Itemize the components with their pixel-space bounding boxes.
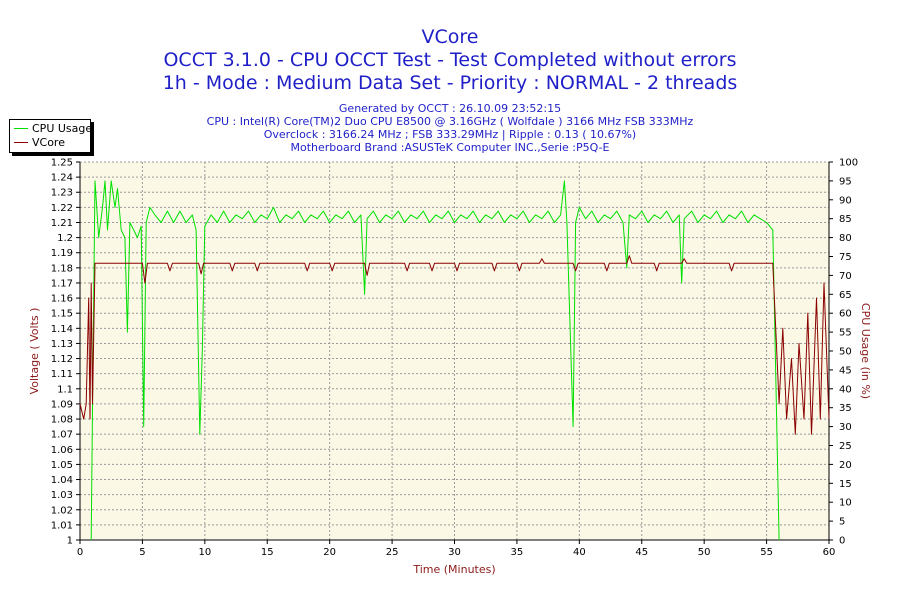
overclock-info: Overclock : 3166.24 MHz ; FSB 333.29MHz …: [263, 128, 637, 141]
legend-swatch-cpu-usage: [14, 127, 28, 129]
series-layer: [79, 180, 830, 541]
series-line-cpu-usage: [90, 180, 780, 541]
x-tick-label: 55: [760, 547, 773, 558]
y2-tick-label: 40: [839, 384, 852, 395]
y-tick-label: 1.18: [51, 263, 73, 274]
y-tick-label: 1.23: [51, 188, 73, 199]
y-tick-label: 1.15: [51, 309, 73, 320]
y-tick-label: 1.16: [51, 294, 73, 305]
y-tick-label: 1.21: [51, 218, 73, 229]
y2-tick-label: 100: [839, 158, 858, 169]
axes: [76, 161, 833, 544]
chart-subtitle-line-1: OCCT 3.1.0 - CPU OCCT Test - Test Comple…: [163, 49, 737, 71]
y2-tick-label: 75: [839, 252, 852, 263]
grid-lines: [80, 161, 829, 540]
y2-tick-label: 55: [839, 328, 852, 339]
legend-item-vcore: VCore: [14, 136, 65, 150]
y-tick-label: 1.19: [51, 248, 73, 259]
x-axis-title: Time (Minutes): [412, 563, 495, 576]
x-tick-label: 30: [448, 547, 461, 558]
x-tick-label: 45: [635, 547, 648, 558]
y-tick-label: 1.09: [51, 399, 73, 410]
y2-axis-title: CPU Usage (in %): [859, 303, 872, 399]
x-tick-label: 60: [823, 547, 836, 558]
y-tick-label: 1.02: [51, 505, 73, 516]
y-tick-label: 1.05: [51, 460, 73, 471]
x-tick-label: 40: [573, 547, 586, 558]
motherboard-info: Motherboard Brand :ASUSTeK Computer INC.…: [290, 141, 610, 154]
x-tick-label: 25: [386, 547, 399, 558]
y-tick-label: 1.07: [51, 430, 73, 441]
chart-legend: CPU Usage VCore: [9, 119, 92, 153]
y-tick-label: 1.2: [57, 233, 73, 244]
x-tick-label: 20: [323, 547, 336, 558]
y2-tick-label: 30: [839, 422, 852, 433]
legend-item-cpu-usage: CPU Usage: [14, 122, 92, 136]
y2-tick-label: 15: [839, 479, 852, 490]
y2-tick-label: 60: [839, 309, 852, 320]
y-tick-label: 1.17: [51, 278, 73, 289]
cpu-info: CPU : Intel(R) Core(TM)2 Duo CPU E8500 @…: [206, 115, 694, 128]
y-tick-label: 1.22: [51, 203, 73, 214]
x-tick-label: 35: [511, 547, 524, 558]
y2-tick-label: 5: [839, 517, 845, 528]
y2-tick-label: 65: [839, 290, 852, 301]
y2-tick-label: 35: [839, 403, 852, 414]
x-tick-label: 50: [698, 547, 711, 558]
x-tick-label: 5: [139, 547, 145, 558]
chart-subtitle-line-2: 1h - Mode : Medium Data Set - Priority :…: [162, 72, 738, 94]
y-tick-label: 1.06: [51, 445, 73, 456]
generated-info: Generated by OCCT : 26.10.09 23:52:15: [338, 102, 562, 115]
y2-tick-label: 80: [839, 233, 852, 244]
legend-label-cpu-usage: CPU Usage: [32, 122, 93, 135]
series-line-vcore: [79, 255, 830, 435]
chart-title: VCore: [421, 26, 479, 48]
y2-tick-label: 20: [839, 460, 852, 471]
x-tick-label: 0: [77, 547, 83, 558]
y-tick-label: 1.25: [51, 158, 73, 169]
y2-tick-label: 25: [839, 441, 852, 452]
y2-tick-label: 0: [839, 536, 845, 547]
y2-tick-label: 90: [839, 195, 852, 206]
y2-tick-label: 70: [839, 271, 852, 282]
y2-tick-label: 85: [839, 214, 852, 225]
x-tick-label: 10: [198, 547, 211, 558]
y-tick-label: 1.01: [51, 520, 73, 531]
y-tick-label: 1.04: [51, 475, 73, 486]
y-tick-label: 1.03: [51, 490, 73, 501]
legend-swatch-vcore: [14, 141, 28, 143]
y-axis-title: Voltage ( Volts ): [28, 308, 41, 395]
y2-tick-label: 95: [839, 176, 852, 187]
y-tick-label: 1.11: [51, 369, 73, 380]
y-tick-label: 1.1: [57, 384, 73, 395]
y-tick-label: 1.24: [51, 173, 73, 184]
y-tick-label: 1.14: [51, 324, 73, 335]
y-tick-label: 1: [67, 536, 73, 547]
x-tick-label: 15: [261, 547, 274, 558]
tick-labels: 1 1.01 1.02 1.03 1.04 1.05 1.06 1.07 1.08 1.09 1.1…: [51, 158, 858, 559]
y2-tick-label: 10: [839, 498, 852, 509]
y-tick-label: 1.13: [51, 339, 73, 350]
y2-tick-label: 45: [839, 365, 852, 376]
y-tick-label: 1.12: [51, 354, 73, 365]
legend-label-vcore: VCore: [32, 136, 65, 149]
y-tick-label: 1.08: [51, 415, 73, 426]
y2-tick-label: 50: [839, 347, 852, 358]
